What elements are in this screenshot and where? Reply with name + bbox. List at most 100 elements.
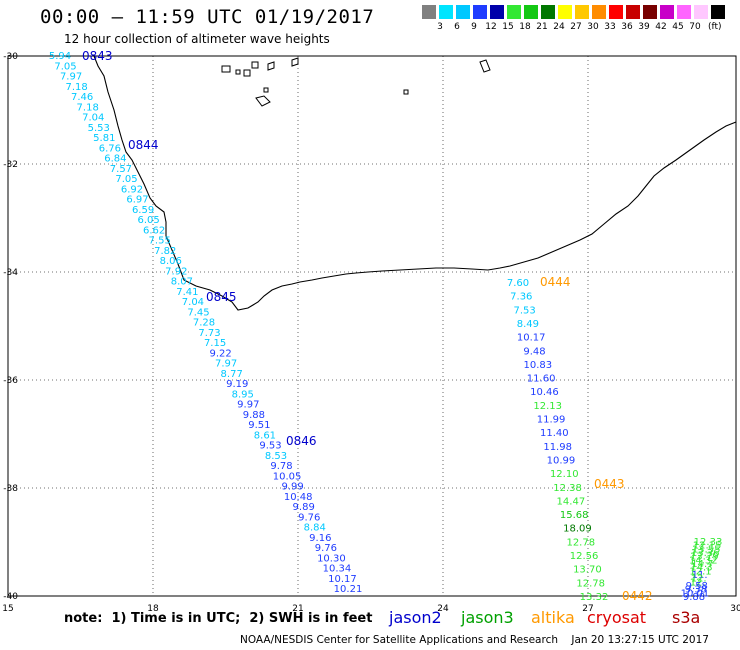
scale-swatch — [473, 5, 487, 19]
swh-value: 12.78 — [576, 578, 605, 589]
swh-value: 9.53 — [259, 441, 281, 452]
swh-value: 10.17 — [328, 574, 357, 585]
pass-time-label: 0844 — [128, 138, 159, 152]
scale-swatch — [575, 5, 589, 19]
swh-value: 8.49 — [517, 319, 539, 330]
swh-value: 5.81 — [93, 133, 115, 144]
scale-swatch — [507, 5, 521, 19]
swh-value: 7.97 — [215, 359, 237, 370]
swh-value: 10.99 — [547, 455, 576, 466]
scale-label: 21 — [536, 22, 548, 32]
pass-time-label: 0444 — [540, 275, 571, 289]
swh-value: 6.62 — [143, 225, 165, 236]
axis-labels: 15 18 21 24 27 30 -30 -32 -34 -36 -38 -40 — [2, 52, 740, 614]
swh-value: 7.15 — [204, 338, 226, 349]
swh-value: 8.84 — [304, 523, 326, 534]
swh-value: 9.22 — [209, 348, 231, 359]
swh-value: 8.61 — [254, 430, 276, 441]
swh-value: 10.34 — [323, 564, 352, 575]
mission-s3a: s3a — [672, 608, 701, 627]
swh-value: 7.60 — [507, 278, 529, 289]
scale-swatch — [609, 5, 623, 19]
mission-altika: altika — [531, 608, 575, 627]
swh-value: 10.05 — [273, 471, 302, 482]
south-africa-coastline — [93, 55, 737, 311]
scale-label: 30 — [587, 22, 599, 32]
scale-label: 15 — [502, 22, 514, 32]
lon-tick-label: 24 — [437, 604, 449, 614]
swh-value: 6.05 — [137, 215, 159, 226]
map-frame — [7, 55, 737, 597]
island-5 — [267, 61, 275, 71]
swh-value: 14.47 — [557, 496, 586, 507]
island-8 — [263, 87, 269, 93]
swh-value: 13.36 — [691, 548, 720, 559]
swh-value: 9.19 — [226, 379, 248, 390]
island-3 — [243, 69, 251, 77]
swh-value: 6.76 — [99, 143, 121, 154]
track-right-edge: 12.3312.1513.5513.3613.7914.3214.714.312… — [681, 537, 723, 603]
scale-swatch — [541, 5, 555, 19]
scale-swatch — [490, 5, 504, 19]
track-jason2-west: 5.947.057.977.187.467.187.045.535.816.76… — [49, 49, 362, 595]
swh-value: 14.32 — [689, 555, 718, 566]
swh-value: 9.76 — [298, 512, 320, 523]
lat-tick-label: -36 — [3, 376, 18, 386]
lon-tick-label: 27 — [582, 604, 593, 614]
coastline — [93, 55, 737, 311]
lon-tick-label: 30 — [730, 604, 740, 614]
scale-swatch — [677, 5, 691, 19]
swh-value: 9.38 — [685, 585, 707, 596]
track-altika-east: 7.60 7.36 7.53 8.49 10.17 9.48 10.83 11.60 10.46… — [507, 275, 653, 603]
swh-value: 10.21 — [334, 584, 363, 595]
credit-line: NOAA/NESDIS Center for Satellite Applica… — [240, 634, 709, 646]
swh-value: 13.79 — [690, 552, 719, 563]
swh-value: 8.77 — [221, 369, 243, 380]
scale-swatch — [456, 5, 470, 19]
swh-value: 7.45 — [187, 307, 209, 318]
swh-value: 5.94 — [49, 51, 71, 62]
mission-cryosat: cryosat — [587, 608, 647, 627]
scale-label: 18 — [519, 22, 531, 32]
swh-value: 12.10 — [550, 469, 579, 480]
scale-label: 39 — [638, 22, 650, 32]
scale-swatch — [592, 5, 606, 19]
mission-jason2: jason2 — [389, 608, 442, 627]
lat-tick-label: -38 — [3, 484, 18, 494]
swh-value: 11. — [692, 570, 708, 581]
scale-label: 24 — [553, 22, 565, 32]
scale-swatch — [422, 5, 436, 19]
swh-value: 8.06 — [160, 256, 182, 267]
swh-value: 6.92 — [121, 184, 143, 195]
scale-swatch — [626, 5, 640, 19]
swh-value: 7.46 — [71, 92, 93, 103]
scale-label: 33 — [604, 22, 616, 32]
swh-value: 12.13 — [533, 401, 562, 412]
swh-value: 11.99 — [537, 415, 566, 426]
scale-label: 36 — [621, 22, 633, 32]
scale-label: 12 — [485, 22, 497, 32]
chart-subtitle: 12 hour collection of altimeter wave hei… — [64, 32, 330, 46]
scale-label: 6 — [454, 22, 460, 32]
swh-value: 7.82 — [154, 246, 176, 257]
swh-value: 10.83 — [524, 360, 553, 371]
chart-title: 00:00 – 11:59 UTC 01/19/2017 — [40, 6, 375, 28]
grid-lines — [8, 56, 736, 596]
swh-value: 9.89 — [293, 502, 315, 513]
scale-swatch — [558, 5, 572, 19]
pass-time-label: 0843 — [82, 49, 113, 63]
swh-value: 18.09 — [563, 524, 592, 535]
swh-value: 13.55 — [692, 544, 721, 555]
scale-unit: (ft) — [708, 22, 722, 32]
swh-value: 10.48 — [284, 492, 313, 503]
swh-value: 9.78 — [270, 461, 292, 472]
scale-label: 42 — [655, 22, 667, 32]
swh-value: 8.53 — [265, 451, 287, 462]
lon-tick-label: 21 — [292, 604, 303, 614]
scale-label: 27 — [570, 22, 582, 32]
swh-value: 14.7 — [691, 559, 713, 570]
swh-value: 5.53 — [88, 123, 110, 134]
swh-value: 7.05 — [115, 174, 137, 185]
swh-value: 6.84 — [104, 154, 126, 165]
